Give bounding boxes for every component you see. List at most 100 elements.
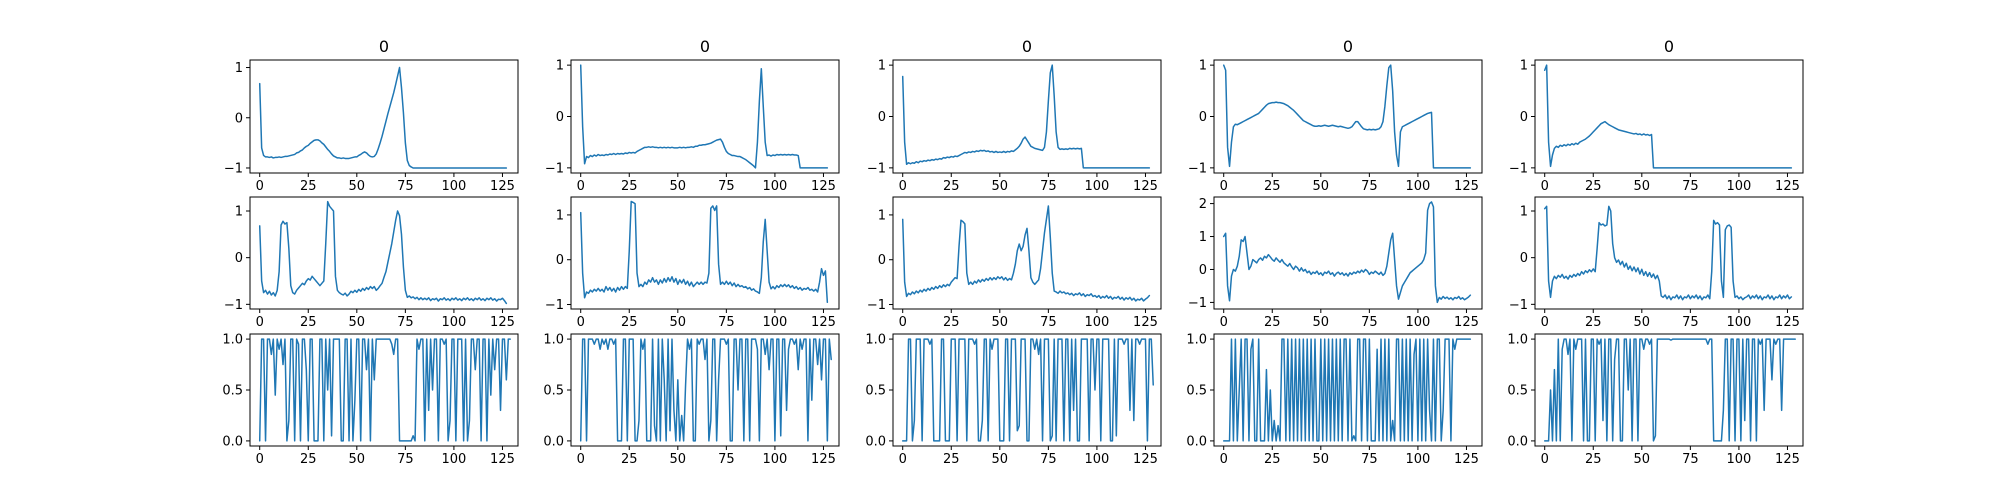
y-tick-label: 0 [235, 251, 243, 266]
y-tick-label: −1 [1188, 296, 1207, 311]
y-tick-label: −1 [867, 298, 886, 313]
x-tick-label: 125 [1133, 179, 1158, 194]
y-tick-label: 0 [235, 111, 243, 126]
y-tick-label: 1 [556, 208, 564, 223]
y-tick-label: 0.5 [865, 384, 886, 399]
y-tick-label: 0 [556, 110, 564, 125]
x-tick-label: 75 [397, 315, 414, 330]
x-tick-label: 0 [899, 315, 907, 330]
y-tick-label: 0.5 [222, 384, 243, 399]
x-tick-label: 25 [943, 452, 960, 467]
axes-frame [570, 196, 840, 310]
series-line [1222, 201, 1472, 304]
y-tick-label: 0 [556, 253, 564, 268]
x-tick-label: 0 [899, 452, 907, 467]
axes-frame [1534, 196, 1804, 310]
x-tick-label: 100 [441, 179, 466, 194]
x-tick-label: 100 [762, 315, 787, 330]
x-tick-label: 0 [577, 179, 585, 194]
x-tick-label: 125 [1775, 452, 1800, 467]
series-line [579, 200, 829, 304]
y-tick-label: 0.0 [1186, 434, 1207, 449]
x-tick-label: 100 [441, 315, 466, 330]
series-line [901, 205, 1151, 302]
x-tick-label: 0 [1220, 452, 1228, 467]
x-tick-label: 75 [1682, 315, 1699, 330]
x-tick-label: 75 [397, 179, 414, 194]
x-tick-label: 125 [811, 452, 836, 467]
x-tick-label: 25 [1585, 452, 1602, 467]
series-line [1222, 338, 1472, 442]
series-line [258, 200, 508, 305]
subplot-title: 0 [700, 37, 710, 56]
y-tick-label: 0 [1520, 110, 1528, 125]
y-tick-label: 1 [1199, 230, 1207, 245]
x-tick-label: 75 [397, 452, 414, 467]
x-tick-label: 50 [1313, 452, 1330, 467]
x-tick-label: 50 [992, 179, 1009, 194]
x-tick-label: 0 [1220, 315, 1228, 330]
x-tick-label: 100 [441, 452, 466, 467]
subplot-title: 0 [1343, 37, 1353, 56]
axes-frame [249, 196, 519, 310]
y-tick-label: 0 [1199, 263, 1207, 278]
subplot-5: 0 25 50 75 100 125 −1 0 1 0 [1509, 37, 1804, 194]
x-tick-label: 25 [621, 179, 638, 194]
subplot-title: 0 [1664, 37, 1674, 56]
x-tick-label: 100 [1726, 179, 1751, 194]
y-tick-label: −1 [867, 161, 886, 176]
subplot-10: 0 25 50 75 100 125 −1 0 1 [1509, 196, 1804, 330]
x-tick-label: 50 [349, 452, 366, 467]
x-tick-label: 125 [1133, 315, 1158, 330]
axes-frame [892, 59, 1162, 174]
x-tick-label: 50 [1313, 179, 1330, 194]
y-tick-label: −1 [1509, 161, 1528, 176]
y-tick-label: 1.0 [1507, 333, 1528, 348]
x-tick-label: 100 [1405, 315, 1430, 330]
x-tick-label: 75 [1361, 452, 1378, 467]
y-tick-label: 1 [235, 205, 243, 220]
x-tick-label: 0 [1541, 179, 1549, 194]
x-tick-label: 100 [1405, 179, 1430, 194]
x-tick-label: 100 [1084, 179, 1109, 194]
series-line [579, 338, 832, 442]
x-tick-label: 125 [811, 315, 836, 330]
x-tick-label: 0 [256, 315, 264, 330]
series-line [579, 64, 829, 169]
series-line [258, 66, 508, 169]
x-tick-label: 100 [1726, 452, 1751, 467]
x-tick-label: 25 [943, 315, 960, 330]
y-tick-label: 1 [878, 59, 886, 74]
subplot-12: 0 25 50 75 100 125 0.0 0.5 1.0 [543, 333, 840, 467]
x-tick-label: 0 [577, 452, 585, 467]
x-tick-label: 100 [762, 452, 787, 467]
y-tick-label: 0.5 [1186, 384, 1207, 399]
x-tick-label: 125 [1454, 179, 1479, 194]
subplot-13: 0 25 50 75 100 125 0.0 0.5 1.0 [865, 333, 1162, 467]
y-tick-label: 1.0 [222, 333, 243, 348]
x-tick-label: 100 [1726, 315, 1751, 330]
x-tick-label: 100 [1084, 452, 1109, 467]
subplot-3: 0 25 50 75 100 125 −1 0 1 0 [867, 37, 1162, 194]
axes-frame [892, 196, 1162, 310]
x-tick-label: 75 [1040, 179, 1057, 194]
series-line [1543, 64, 1793, 169]
x-tick-label: 50 [1634, 452, 1651, 467]
subplot-2: 0 25 50 75 100 125 −1 0 1 0 [545, 37, 840, 194]
x-tick-label: 50 [992, 452, 1009, 467]
x-tick-label: 25 [1264, 179, 1281, 194]
x-tick-label: 50 [670, 315, 687, 330]
x-tick-label: 125 [1775, 179, 1800, 194]
y-tick-label: −1 [1509, 298, 1528, 313]
subplot-14: 0 25 50 75 100 125 0.0 0.5 1.0 [1186, 333, 1483, 467]
x-tick-label: 75 [718, 179, 735, 194]
y-tick-label: 1 [1520, 59, 1528, 74]
subplot-title: 0 [379, 37, 389, 56]
y-tick-label: 0.5 [1507, 384, 1528, 399]
x-tick-label: 0 [256, 179, 264, 194]
y-tick-label: 0 [878, 253, 886, 268]
x-tick-label: 100 [762, 179, 787, 194]
y-tick-label: −1 [1188, 161, 1207, 176]
series-line [1543, 205, 1793, 301]
y-tick-label: 1.0 [1186, 333, 1207, 348]
